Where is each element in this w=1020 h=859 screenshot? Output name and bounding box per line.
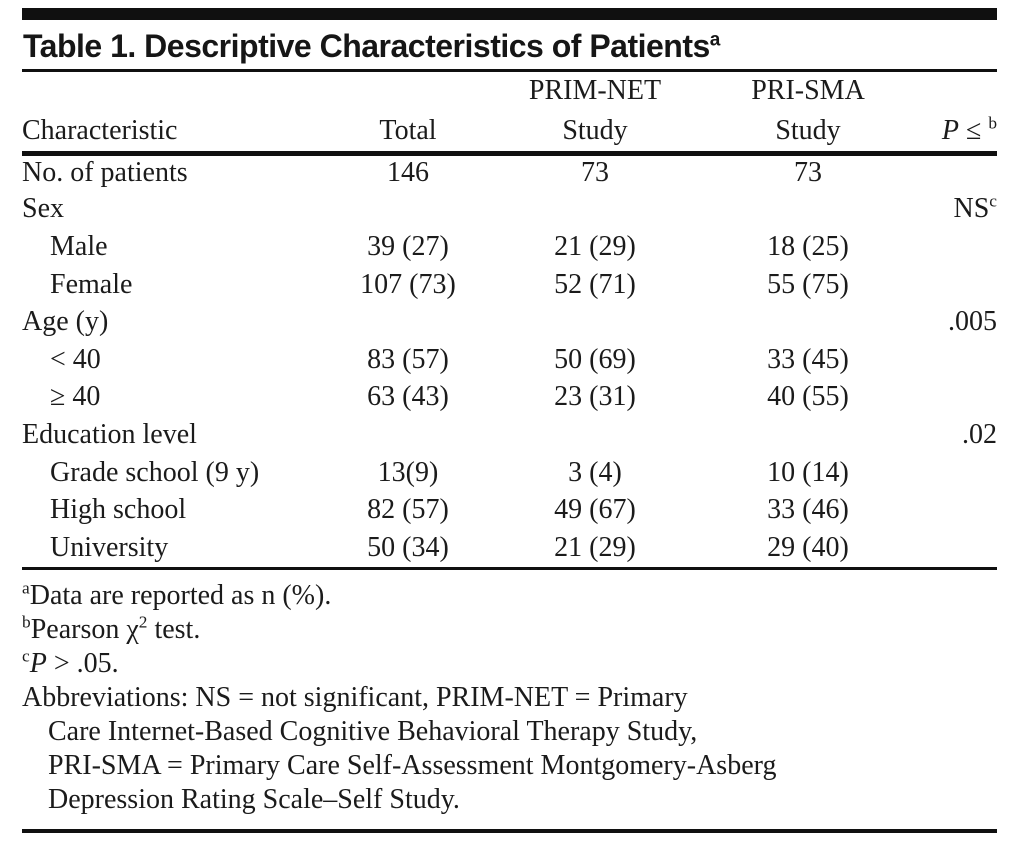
cell-characteristic: Education level xyxy=(22,418,197,450)
cell-total: 39 (27) xyxy=(367,230,449,262)
cell-total: 63 (43) xyxy=(367,381,449,413)
cell-total: 83 (57) xyxy=(367,343,449,375)
cell-total: 107 (73) xyxy=(360,268,456,300)
cell-prim-net xyxy=(506,416,684,454)
cell-pri-sma: 55 (75) xyxy=(767,268,849,300)
cell-pri-sma xyxy=(684,191,932,229)
cell-p-value: .005 xyxy=(948,306,997,338)
cell-pri-sma: 18 (25) xyxy=(767,230,849,262)
patients-table: PRIM-NET PRI-SMA Characteristic Total St… xyxy=(22,72,997,567)
title-divider-rule xyxy=(22,69,997,72)
cell-prim-net: 50 (69) xyxy=(554,343,636,375)
cell-p-value xyxy=(932,341,997,379)
table-row: Education level .02 xyxy=(22,416,997,454)
column-group-prim-net: PRIM-NET xyxy=(528,75,662,106)
header-spacer xyxy=(22,72,310,107)
cell-prim-net: 21 (29) xyxy=(554,531,636,563)
cell-p-value xyxy=(932,491,997,529)
footnotes-block: aData are reported as n (%). bPearson χ2 … xyxy=(22,570,997,829)
cell-total: 82 (57) xyxy=(367,494,449,526)
cell-total: 50 (34) xyxy=(367,531,449,563)
cell-pri-sma: 40 (55) xyxy=(767,381,849,413)
header-spacer xyxy=(310,72,506,107)
cell-pri-sma xyxy=(684,303,932,341)
table-row: No. of patients 146 73 73 xyxy=(22,153,997,191)
table-header: PRIM-NET PRI-SMA Characteristic Total St… xyxy=(22,72,997,156)
table-bottom-rule xyxy=(22,566,997,570)
cell-prim-net xyxy=(506,191,684,229)
cell-characteristic: Male xyxy=(50,230,108,262)
column-header-total: Total xyxy=(310,107,506,156)
cell-pri-sma: 73 xyxy=(794,157,822,189)
cell-pri-sma: 33 (46) xyxy=(767,494,849,526)
cell-prim-net xyxy=(506,303,684,341)
table-row: Sex NSc xyxy=(22,191,997,229)
abbreviations-line-2: Care Internet-Based Cognitive Behavioral… xyxy=(48,715,698,747)
cell-prim-net: 49 (67) xyxy=(554,494,636,526)
column-group-pri-sma: PRI-SMA xyxy=(751,75,865,106)
cell-p-value xyxy=(932,228,997,266)
table-row: High school 82 (57) 49 (67) 33 (46) xyxy=(22,491,997,529)
footnote-b: bPearson χ2 test. xyxy=(22,612,201,645)
table-row: Grade school (9 y) 13(9) 3 (4) 10 (14) xyxy=(22,454,997,492)
table-row: University 50 (34) 21 (29) 29 (40) xyxy=(22,529,997,567)
cell-prim-net: 52 (71) xyxy=(554,268,636,300)
cell-pri-sma: 29 (40) xyxy=(767,531,849,563)
abbreviations-line-4: Depression Rating Scale–Self Study. xyxy=(48,783,460,815)
cell-characteristic: Sex xyxy=(22,193,64,225)
cell-characteristic: No. of patients xyxy=(22,157,188,189)
footnote-c: cP > .05. xyxy=(22,646,119,679)
cell-prim-net: 21 (29) xyxy=(554,230,636,262)
cell-pri-sma: 33 (45) xyxy=(767,343,849,375)
cell-p-value xyxy=(932,266,997,304)
column-header-p-value: P ≤ b xyxy=(932,107,997,156)
page-bottom-rule xyxy=(22,828,997,833)
cell-prim-net: 73 xyxy=(581,157,609,189)
column-header-prisma-study: Study xyxy=(684,107,932,156)
cell-total xyxy=(310,191,506,229)
abbreviations-line-3: PRI-SMA = Primary Care Self-Assessment M… xyxy=(48,749,777,781)
table-body: No. of patients 146 73 73 Sex NSc Male 39 (27) 2… xyxy=(22,153,997,567)
footnote-a: aData are reported as n (%). xyxy=(22,578,332,611)
cell-p-value xyxy=(932,379,997,417)
cell-total: 13(9) xyxy=(377,456,439,488)
cell-characteristic: < 40 xyxy=(50,343,101,375)
cell-total: 146 xyxy=(387,157,429,189)
cell-p-value xyxy=(932,454,997,492)
header-spacer xyxy=(932,72,997,107)
cell-prim-net: 3 (4) xyxy=(568,456,622,488)
table-row: < 40 83 (57) 50 (69) 33 (45) xyxy=(22,341,997,379)
cell-p-value xyxy=(932,153,997,191)
cell-p-value: .02 xyxy=(962,418,997,450)
cell-characteristic: Age (y) xyxy=(22,306,109,338)
table-title: Table 1. Descriptive Characteristics of … xyxy=(23,28,720,64)
table-header-label-row: Characteristic Total Study Study P ≤ b xyxy=(22,107,997,156)
cell-pri-sma xyxy=(684,416,932,454)
cell-p-value: NSc xyxy=(953,192,997,225)
cell-prim-net: 23 (31) xyxy=(554,381,636,413)
table-row: Female 107 (73) 52 (71) 55 (75) xyxy=(22,266,997,304)
column-header-characteristic: Characteristic xyxy=(22,107,310,156)
cell-characteristic: Female xyxy=(50,268,133,300)
table-row: Age (y) .005 xyxy=(22,303,997,341)
cell-characteristic: High school xyxy=(50,494,187,526)
table-row: ≥ 40 63 (43) 23 (31) 40 (55) xyxy=(22,379,997,417)
table-header-group-row: PRIM-NET PRI-SMA xyxy=(22,72,997,107)
table-top-rule xyxy=(22,8,997,20)
cell-total xyxy=(310,303,506,341)
cell-total xyxy=(310,416,506,454)
table-row: Male 39 (27) 21 (29) 18 (25) xyxy=(22,228,997,266)
cell-characteristic: Grade school (9 y) xyxy=(50,456,260,488)
cell-characteristic: ≥ 40 xyxy=(50,381,101,413)
cell-pri-sma: 10 (14) xyxy=(767,456,849,488)
column-header-primnet-study: Study xyxy=(506,107,684,156)
abbreviations-line-1: Abbreviations: NS = not significant, PRI… xyxy=(22,681,688,713)
cell-characteristic: University xyxy=(50,531,169,563)
cell-p-value xyxy=(932,529,997,567)
